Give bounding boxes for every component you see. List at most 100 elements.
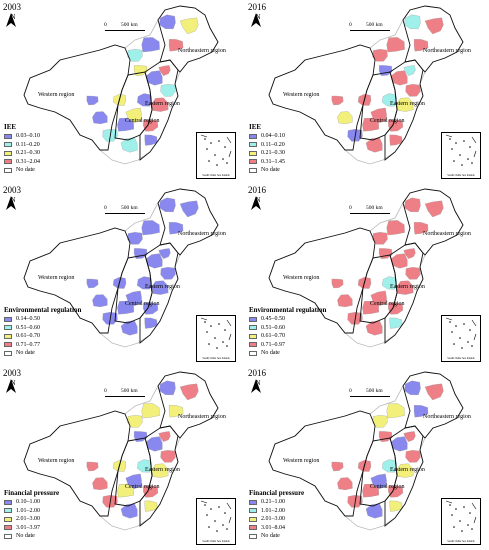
prefecture-patch	[390, 253, 408, 269]
prefecture-patch	[141, 403, 160, 419]
region-label-eastern: Eastern region	[390, 284, 425, 290]
prefecture-patch	[92, 294, 108, 308]
prefecture-patch	[127, 232, 143, 245]
prefecture-patch	[337, 111, 353, 125]
scale-zero: 0	[349, 388, 352, 394]
north-label: N	[10, 196, 16, 204]
legend-swatch	[249, 333, 257, 339]
prefecture-patch	[404, 14, 421, 30]
prefecture-patch	[413, 39, 429, 52]
scale-km: 500 km	[121, 388, 138, 394]
prefecture-patch	[179, 383, 199, 401]
china-map	[268, 5, 464, 165]
prefecture-patch	[179, 17, 199, 35]
legend-label: 1.01–2.00	[16, 507, 40, 514]
prefecture-patch	[389, 317, 403, 329]
prefecture-patch	[159, 197, 176, 213]
legend-item: 0.11–0.20	[4, 141, 40, 150]
prefecture-patch	[388, 302, 404, 315]
legend-label: 0.21–0.30	[261, 150, 285, 157]
legend-swatch	[4, 150, 12, 156]
legend-item: No date	[249, 349, 326, 358]
north-arrow-icon	[251, 196, 261, 210]
legend-label: No date	[16, 350, 35, 357]
map-panel-2: 2016 N 0 500 km Western region Central region…	[245, 0, 489, 183]
prefecture-patch	[168, 222, 184, 235]
prefecture-patch	[396, 463, 414, 478]
year-label: 2016	[248, 185, 266, 195]
prefecture-patch	[160, 267, 176, 280]
inset-caption: South China Sea Islands	[202, 357, 230, 360]
legend-label: No date	[16, 533, 35, 540]
islands-map	[445, 500, 477, 532]
scale-km: 500 km	[366, 205, 383, 211]
scale-line	[350, 30, 390, 31]
prefecture-patch	[424, 383, 444, 401]
legend-swatch	[249, 142, 257, 148]
prefecture-patch	[389, 500, 403, 512]
scale-bar: 0 500 km	[104, 22, 145, 31]
legend-swatch	[4, 333, 12, 339]
legend-label: 0.21–0.30	[16, 150, 40, 157]
prefecture-patch	[386, 403, 405, 419]
islands-map	[445, 134, 477, 166]
scale-bar: 0 500 km	[104, 205, 145, 214]
region-label-western: Western region	[283, 275, 320, 281]
region-label-western: Western region	[38, 275, 75, 281]
scale-km: 500 km	[121, 22, 138, 28]
legend-swatch	[4, 516, 12, 522]
prefecture-patch	[362, 300, 379, 315]
legend: IEE 0.04–0.10 0.11–0.20 0.21–0.30 0.31–1.45 N…	[249, 123, 285, 175]
prefecture-patch	[365, 320, 383, 336]
legend-label: 0.45–0.50	[261, 316, 285, 323]
north-arrow: N	[5, 13, 21, 27]
scale-zero: 0	[104, 388, 107, 394]
prefecture-patch	[158, 65, 171, 76]
legend-item: No date	[4, 166, 40, 175]
prefecture-patch	[144, 134, 158, 146]
prefecture-patch	[145, 70, 163, 86]
north-arrow: N	[250, 196, 266, 210]
region-label-eastern: Eastern region	[390, 467, 425, 473]
prefecture-patch	[137, 93, 152, 107]
prefecture-patch	[396, 97, 414, 112]
region-label-central: Central region	[125, 484, 160, 490]
legend-title: Environmental regulation	[249, 306, 327, 314]
prefecture-patch	[143, 485, 159, 498]
scale-bar: 0 500 km	[349, 22, 390, 31]
legend-label: 0.10–1.00	[16, 499, 40, 506]
north-label: N	[10, 379, 16, 387]
legend-item: 1.01–2.00	[249, 507, 304, 516]
prefecture-patch	[382, 93, 397, 107]
legend-swatch	[249, 350, 257, 356]
legend-swatch	[249, 316, 257, 322]
prefecture-patch	[386, 220, 405, 236]
region-label-eastern: Eastern region	[145, 284, 180, 290]
prefecture-patch	[137, 276, 152, 290]
region-label-northeastern: Northeastern region	[178, 414, 226, 420]
legend-item: 3.01–3.97	[4, 524, 59, 533]
south-china-sea-inset: South China Sea Islands	[196, 315, 236, 362]
prefecture-patch	[127, 49, 143, 62]
scale-line	[105, 396, 145, 397]
north-label: N	[255, 13, 261, 21]
legend-item: No date	[249, 166, 285, 175]
legend-label: 0.11–0.20	[261, 141, 285, 148]
legend-item: No date	[4, 532, 59, 541]
legend-item: 0.03–0.10	[4, 132, 40, 141]
china-map	[268, 188, 464, 348]
map-panel-1: 2003 N 0 500 km Western region Central region…	[0, 0, 244, 183]
prefecture-patch	[365, 137, 383, 153]
legend-label: 3.01–3.97	[16, 524, 40, 531]
year-label: 2003	[3, 368, 21, 378]
china-map	[23, 5, 219, 165]
legend-swatch	[249, 516, 257, 522]
prefecture-patch	[120, 320, 138, 336]
region-label-central: Central region	[370, 301, 405, 307]
legend-swatch	[4, 533, 12, 539]
prefecture-patch	[151, 463, 169, 478]
region-label-northeastern: Northeastern region	[423, 231, 471, 237]
prefecture-patch	[86, 461, 99, 472]
prefecture-patch	[405, 84, 421, 97]
legend-label: 0.61–0.70	[16, 333, 40, 340]
